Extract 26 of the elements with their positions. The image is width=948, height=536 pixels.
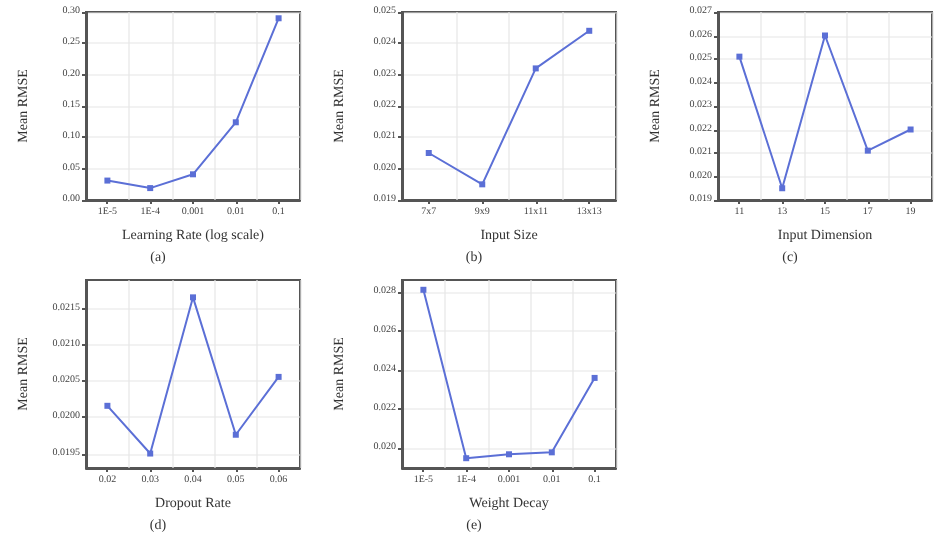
point [506, 451, 512, 458]
point [532, 65, 539, 72]
point [425, 150, 432, 156]
point [147, 185, 154, 192]
point [420, 286, 427, 293]
point [275, 373, 282, 380]
point [104, 177, 111, 184]
line-series [104, 15, 282, 192]
point [190, 294, 196, 301]
point [232, 431, 239, 438]
line-series [104, 294, 282, 457]
point [479, 181, 486, 188]
point [591, 374, 598, 381]
point [275, 15, 282, 22]
point [190, 171, 196, 178]
point [463, 455, 470, 462]
point [232, 119, 239, 126]
point [822, 32, 828, 39]
point [104, 402, 111, 409]
point [548, 449, 555, 456]
point [586, 27, 593, 34]
point [736, 53, 743, 60]
point [864, 147, 871, 154]
point [147, 450, 154, 457]
point [907, 126, 914, 133]
point [779, 185, 786, 192]
